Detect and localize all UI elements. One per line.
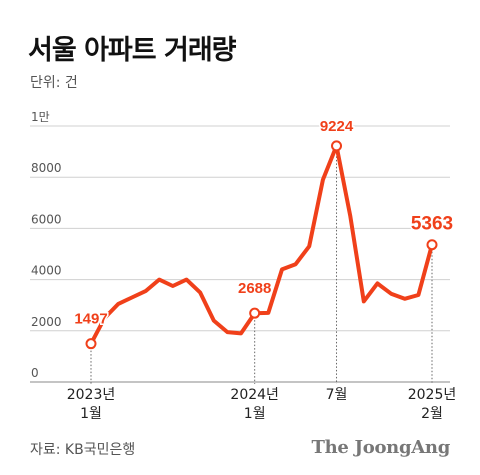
chart-title: 서울 아파트 거래량 xyxy=(28,35,237,66)
y-tick-label: 8000 xyxy=(31,161,62,175)
brand-logo: The JoongAng xyxy=(311,437,451,458)
x-tick-label: 2025년 xyxy=(408,387,457,403)
x-tick-label: 2월 xyxy=(421,406,443,422)
data-label: 1497 xyxy=(74,311,107,328)
x-tick-label: 7월 xyxy=(326,387,348,403)
y-tick-labels: 1만 8000 6000 4000 2000 0 xyxy=(31,110,62,380)
y-tick-label: 6000 xyxy=(31,212,62,226)
data-label: 2688 xyxy=(238,280,271,297)
data-label: 9224 xyxy=(320,118,354,135)
x-tick-labels: 2023년 1월 2024년 1월 7월 2025년 2월 xyxy=(67,387,457,422)
y-tick-label: 0 xyxy=(31,366,39,380)
unit-label: 단위: 건 xyxy=(30,75,78,91)
guide-lines xyxy=(90,145,433,384)
data-labels: 1497 2688 9224 5363 xyxy=(73,116,455,329)
source-note: 자료: KB국민은행 xyxy=(30,442,136,458)
data-point-marker xyxy=(331,140,343,152)
x-tick-label: 1월 xyxy=(80,406,102,422)
data-label: 5363 xyxy=(411,214,453,235)
point-layer xyxy=(85,140,438,350)
x-tick-label: 1월 xyxy=(244,406,266,422)
series-line xyxy=(89,143,434,346)
y-tick-label: 2000 xyxy=(31,315,62,329)
data-point-marker xyxy=(85,338,97,350)
x-tick-label: 2024년 xyxy=(230,387,279,403)
y-tick-label: 4000 xyxy=(31,264,62,278)
y-tick-label: 1만 xyxy=(31,110,50,124)
data-point-marker xyxy=(426,239,438,251)
x-tick-label: 2023년 xyxy=(67,387,116,403)
data-point-marker xyxy=(249,307,261,319)
series-layer xyxy=(89,143,434,346)
